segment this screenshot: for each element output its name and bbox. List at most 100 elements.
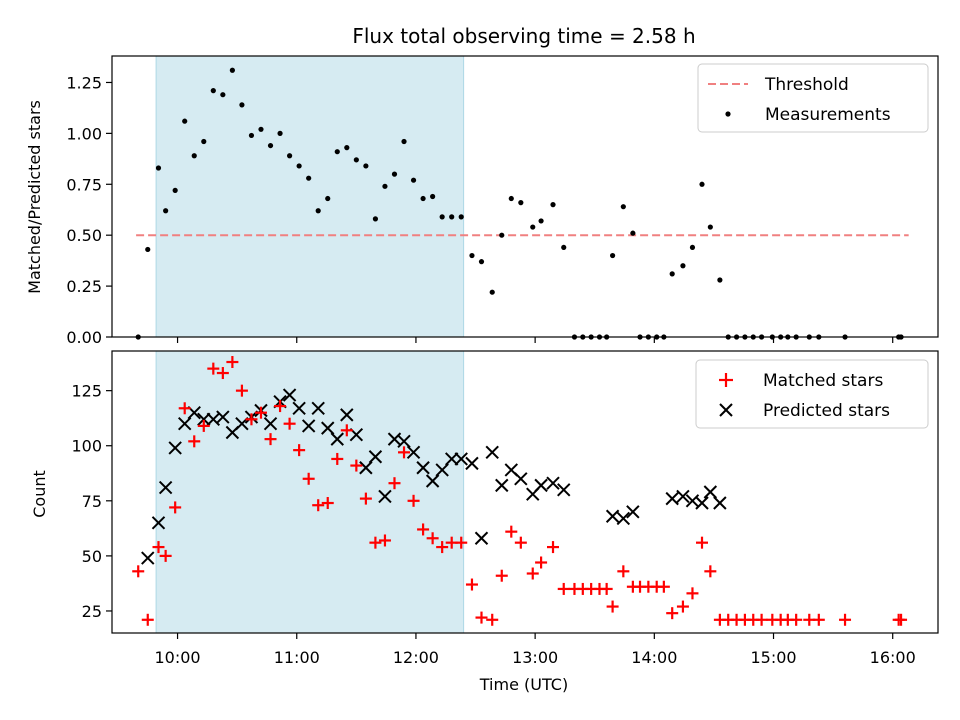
bottom-y-tick-label: 100	[71, 437, 102, 456]
measurements-legend-label: Measurements	[765, 105, 891, 125]
matched-stars-point	[696, 536, 708, 549]
matched-stars-point	[283, 417, 296, 430]
measurement-point	[258, 126, 264, 132]
top-y-tick-label: 1.00	[66, 124, 102, 143]
matched-stars-point	[426, 532, 439, 545]
predicted-stars-point	[263, 416, 278, 431]
bottom-y-tick-label: 75	[82, 492, 102, 511]
predicted-stars-point	[311, 401, 325, 415]
measurement-point	[372, 216, 379, 222]
matched-stars-point	[686, 587, 699, 600]
matched-stars-point	[254, 406, 267, 419]
top-y-tick-label: 0.50	[66, 226, 102, 245]
predicted-stars-point	[158, 480, 173, 495]
matched-stars-point	[169, 501, 182, 514]
measurement-point	[363, 163, 369, 169]
matched-stars-point	[331, 452, 344, 465]
matched-stars-point	[514, 536, 527, 549]
matched-stars-point	[704, 565, 717, 578]
measurement-point	[239, 102, 245, 108]
predicted-stars-point	[216, 410, 230, 424]
measurement-point	[267, 142, 274, 149]
matched-stars-point	[465, 578, 478, 591]
measurement-point	[353, 157, 359, 163]
matched-stars-point	[274, 400, 287, 413]
measurements-legend-marker	[725, 111, 731, 117]
x-tick-label: 13:00	[512, 648, 558, 667]
measurement-point	[458, 214, 464, 220]
measurement-point	[172, 187, 178, 193]
x-tick-label: 12:00	[393, 648, 439, 667]
matched-stars-point	[235, 384, 248, 397]
predicted-stars-point	[151, 516, 166, 530]
bottom-plot-frame	[111, 350, 939, 634]
matched-stars-point	[340, 424, 353, 437]
predicted-stars-point	[454, 452, 468, 466]
predicted-stars-point	[665, 491, 679, 506]
measurement-point	[229, 67, 235, 73]
matched-stars-point	[132, 565, 145, 578]
matched-stars-point	[657, 580, 670, 593]
matched-stars-point	[293, 444, 306, 457]
bottom-legend: Matched stars Predicted stars	[695, 359, 929, 429]
matched-stars-point	[417, 523, 430, 536]
matched-stars-point	[350, 459, 363, 472]
predicted-stars-point	[474, 531, 489, 545]
measurement-point	[306, 175, 312, 181]
predicted-stars-point	[435, 463, 449, 477]
predicted-stars-point	[292, 401, 306, 415]
matched-stars-point	[486, 613, 499, 626]
bottom-y-tick-label: 50	[82, 547, 102, 566]
measurement-point	[286, 153, 293, 159]
predicted-stars-point	[282, 388, 297, 402]
matched-stars-point	[321, 497, 334, 510]
measurement-point	[210, 88, 216, 94]
predicted-stars-point	[141, 551, 155, 565]
predicted-stars-point	[444, 452, 459, 466]
matched-stars-point	[226, 356, 239, 369]
top-plot-frame	[111, 55, 939, 338]
predicted-stars-point	[695, 496, 709, 510]
top-x-ticks	[176, 337, 894, 343]
bottom-y-tick-label: 25	[82, 602, 102, 621]
bottom-matched-points	[132, 356, 908, 626]
measurement-point	[669, 271, 675, 277]
bottom-panel: 25 50 75 100 125 10:00 11:00 12:00 13:00 14:00 15…	[30, 350, 939, 694]
matched-stars-point	[369, 536, 382, 549]
matched-stars-point	[606, 600, 619, 613]
predicted-stars-point	[197, 412, 211, 427]
top-legend: Threshold Measurements	[697, 63, 929, 133]
chart-title: Flux total observing time = 2.58 h	[352, 24, 695, 48]
measurement-point	[469, 252, 475, 259]
matched-stars-point	[141, 613, 154, 626]
matched-stars-point	[188, 435, 201, 448]
measurement-point	[410, 177, 417, 183]
predicted-stars-point	[416, 461, 430, 475]
matched-stars-point	[839, 613, 852, 626]
measurement-point	[201, 138, 207, 145]
matched-legend-label: Matched stars	[763, 371, 883, 391]
matched-stars-point	[557, 582, 570, 595]
matched-stars-point	[245, 413, 258, 426]
top-y-tick-label: 0.25	[66, 277, 102, 296]
matched-stars-point	[378, 534, 391, 547]
measurement-point	[430, 193, 436, 200]
top-y-tick-label: 1.25	[66, 73, 102, 92]
top-y-ticks: 0.00 0.25 0.50 0.75 1.00 1.25	[66, 73, 112, 347]
predicted-stars-point	[703, 485, 718, 499]
measurement-point	[325, 195, 331, 202]
top-y-tick-label: 0.00	[66, 328, 102, 347]
x-tick-label: 11:00	[274, 648, 320, 667]
measurement-point	[717, 277, 723, 283]
predicted-stars-point	[340, 408, 354, 422]
top-y-tick-label: 0.75	[66, 175, 102, 194]
predicted-stars-point	[557, 483, 571, 497]
matched-stars-point	[178, 402, 191, 415]
measurement-point	[518, 200, 524, 206]
predicted-stars-point	[676, 489, 690, 504]
matched-stars-point	[197, 419, 210, 432]
matched-stars-point	[505, 525, 518, 538]
matched-stars-point	[676, 600, 689, 613]
predicted-stars-point	[397, 434, 411, 449]
